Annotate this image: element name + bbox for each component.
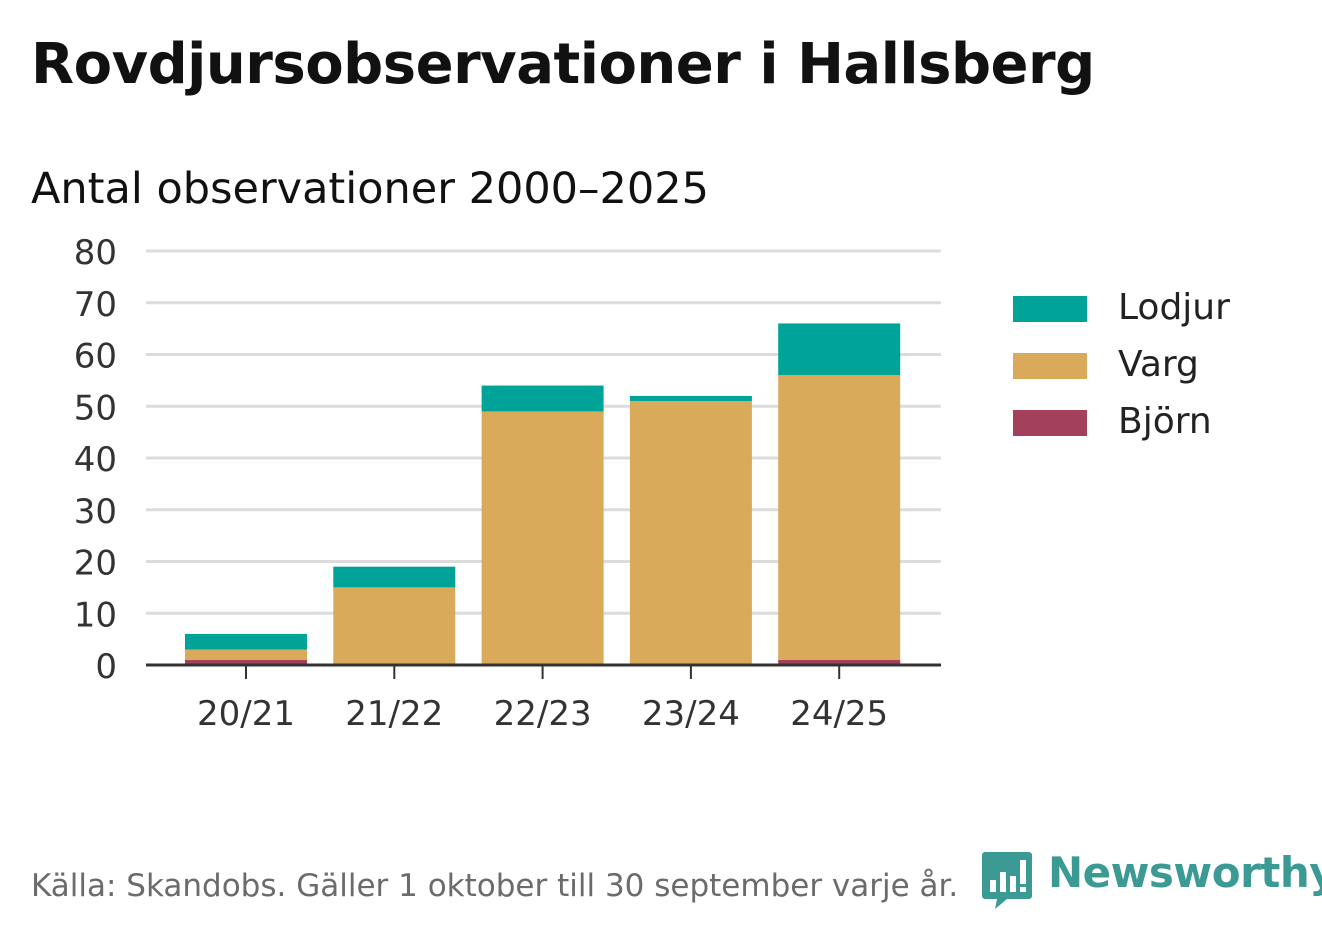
y-tick-label: 20 — [74, 544, 117, 584]
newsworthy-logo-icon — [982, 852, 1032, 909]
y-tick-label: 40 — [74, 440, 117, 480]
chart-title: Rovdjursobservationer i Hallsberg — [31, 32, 1095, 97]
x-tick-label: 23/24 — [642, 694, 740, 734]
bar-segment-lodjur-23-24 — [629, 395, 752, 402]
bar-segment-varg-21-22 — [333, 587, 456, 665]
bar-segment-lodjur-21-22 — [333, 566, 456, 588]
y-tick-label: 50 — [74, 388, 117, 428]
legend-swatch-bjorn — [1013, 410, 1087, 436]
bar-segment-lodjur-20-21 — [185, 633, 307, 650]
bar-segment-bjorn-24-25 — [778, 659, 901, 665]
y-tick-label: 0 — [95, 647, 117, 687]
y-tick-label: 60 — [74, 337, 117, 377]
chart-subtitle: Antal observationer 2000–2025 — [31, 164, 709, 214]
bar-segment-varg-24-25 — [778, 375, 901, 660]
legend-label-bjorn: Björn — [1118, 401, 1212, 442]
x-tick-label: 24/25 — [790, 694, 888, 734]
bar-segment-varg-23-24 — [629, 401, 752, 665]
y-tick-label: 70 — [74, 285, 117, 325]
x-tick-label: 20/21 — [197, 694, 295, 734]
y-tick-label: 30 — [74, 492, 117, 532]
source-note: Källa: Skandobs. Gäller 1 oktober till 3… — [31, 868, 959, 904]
y-tick-label: 10 — [74, 595, 117, 635]
bar-segment-varg-20-21 — [185, 649, 307, 660]
x-tick-label: 21/22 — [345, 694, 443, 734]
legend-label-lodjur: Lodjur — [1118, 287, 1230, 328]
x-tick-label: 22/23 — [494, 694, 592, 734]
legend-swatch-lodjur — [1013, 296, 1087, 322]
bar-segment-lodjur-22-23 — [481, 385, 604, 412]
bar-segment-bjorn-20-21 — [185, 659, 307, 665]
bar-segment-varg-22-23 — [481, 411, 604, 665]
y-tick-label: 80 — [74, 233, 117, 273]
legend-swatch-varg — [1013, 353, 1087, 379]
brand-name: Newsworthy — [1048, 848, 1322, 897]
bar-segment-lodjur-24-25 — [778, 323, 901, 376]
legend-label-varg: Varg — [1118, 344, 1199, 385]
